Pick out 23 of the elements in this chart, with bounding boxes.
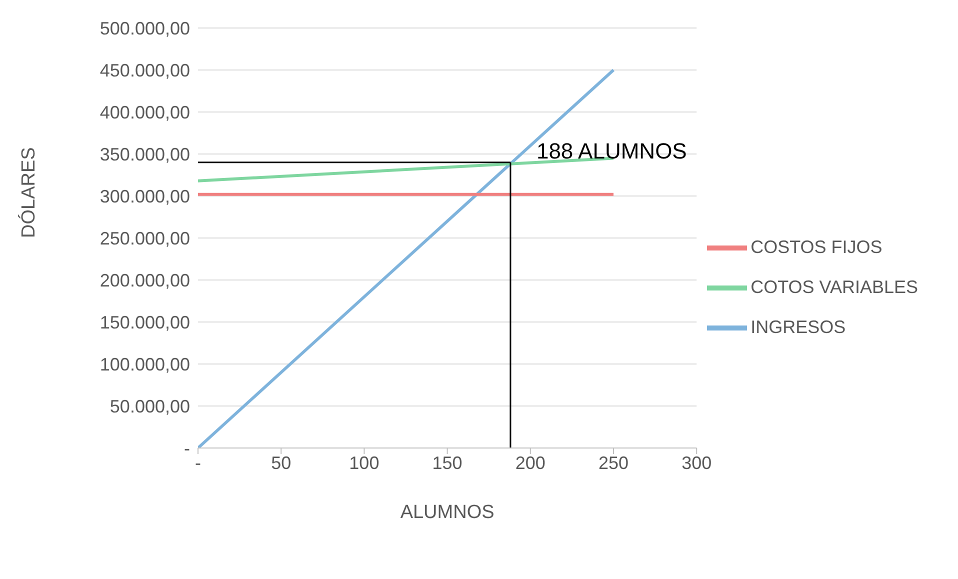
annotation: 188 ALUMNOS <box>536 138 687 164</box>
x-tick-label: 150 <box>432 452 462 473</box>
x-tick-label: 250 <box>598 452 629 473</box>
y-axis-title: DÓLARES <box>18 147 40 238</box>
y-tick-label: 50.000,00 <box>110 396 190 416</box>
y-tick-label: 450.000,00 <box>100 60 190 80</box>
y-tick-label: 300.000,00 <box>100 186 190 206</box>
x-tick-label: 50 <box>271 452 292 473</box>
x-tick-label: 200 <box>515 452 546 473</box>
y-tick-label: 500.000,00 <box>100 18 190 38</box>
x-axis-title: ALUMNOS <box>400 502 494 523</box>
y-tick-label: 150.000,00 <box>100 312 190 332</box>
x-tick-label: 100 <box>349 452 380 473</box>
y-tick-label: 400.000,00 <box>100 102 190 122</box>
y-tick-label: 350.000,00 <box>100 144 190 164</box>
y-tick-label: 250.000,00 <box>100 228 190 248</box>
y-tick-label: - <box>184 438 190 458</box>
legend-label: COTOS VARIABLES <box>750 276 918 297</box>
y-tick-label: 100.000,00 <box>100 354 190 374</box>
legend-label: COSTOS FIJOS <box>750 236 882 257</box>
x-tick-label: 300 <box>682 452 712 473</box>
y-tick-label: 200.000,00 <box>100 270 190 290</box>
legend-label: INGRESOS <box>750 316 846 337</box>
